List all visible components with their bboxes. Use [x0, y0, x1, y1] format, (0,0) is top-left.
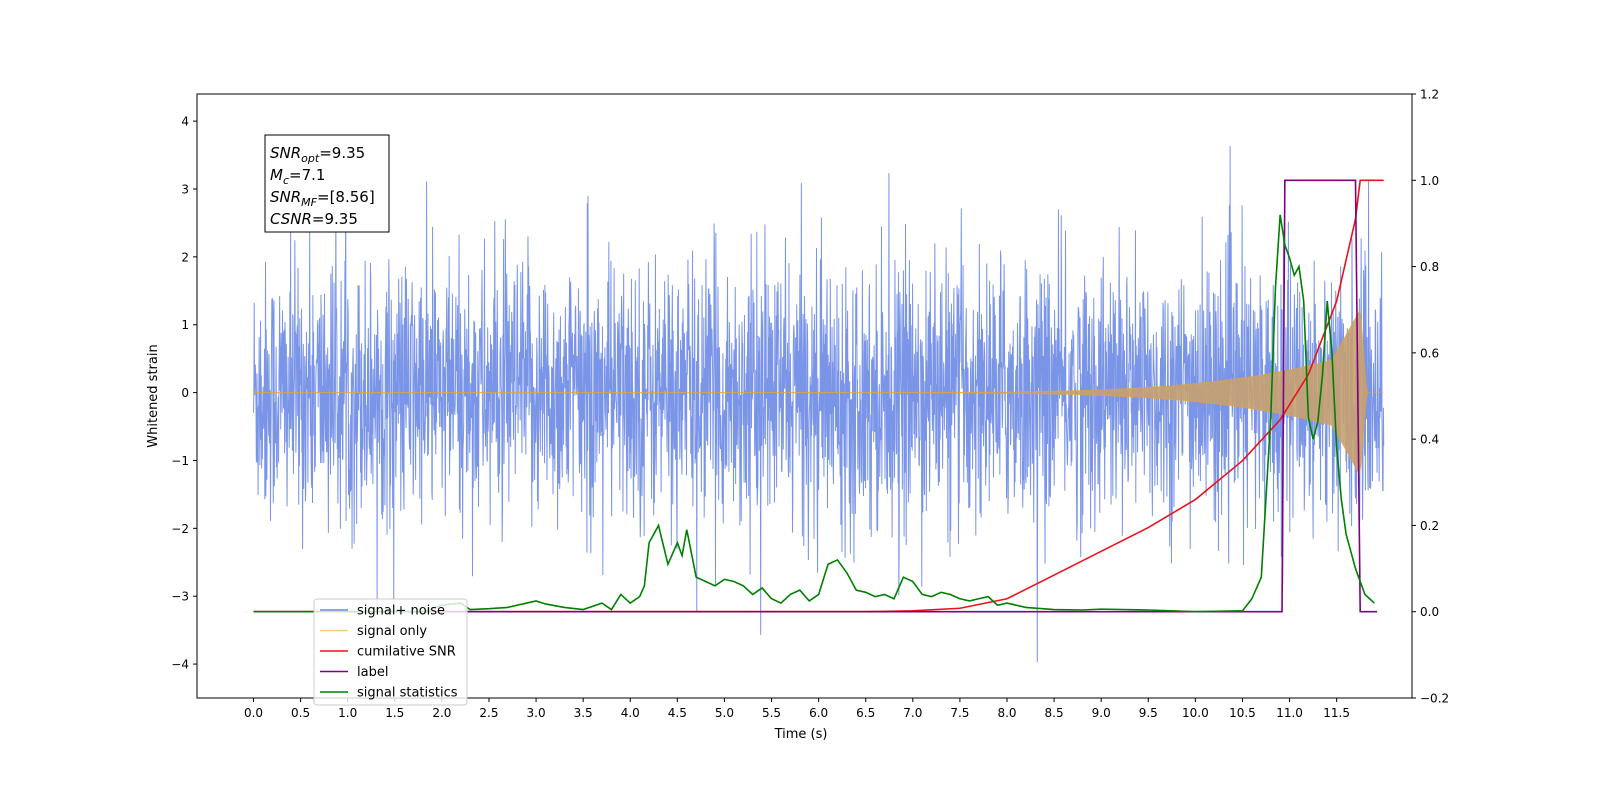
- legend: signal+ noise signal only cumilative SNR la…: [313, 598, 468, 706]
- y-left-tick-label: −4: [171, 658, 189, 672]
- y-axis-left-ticks: 4 3 2 1 0 −1 −2 −3 −4: [171, 115, 197, 672]
- x-tick-label: 7.0: [903, 706, 922, 720]
- x-tick-label: 9.5: [1139, 706, 1158, 720]
- x-tick-label: 4.5: [668, 706, 687, 720]
- signal-noise-line: [253, 145, 1385, 663]
- x-tick-label: 10.5: [1229, 706, 1256, 720]
- y-left-tick-label: −3: [171, 590, 189, 604]
- right-axis-lines: [253, 179, 1384, 613]
- signal-only-path: [253, 309, 1384, 476]
- x-tick-label: 10.0: [1182, 706, 1209, 720]
- x-tick-label: 4.0: [621, 706, 640, 720]
- y-right-tick-label: 1.0: [1420, 174, 1439, 188]
- x-tick-label: 6.0: [809, 706, 828, 720]
- x-tick-label: 7.5: [950, 706, 969, 720]
- y-left-tick-label: 1: [181, 318, 189, 332]
- x-tick-label: 6.5: [856, 706, 875, 720]
- y-left-tick-label: 0: [181, 386, 189, 400]
- legend-signal-statistics: signal statistics: [320, 686, 458, 701]
- x-tick-label: 2.0: [432, 706, 451, 720]
- x-tick-label: 3.0: [527, 706, 546, 720]
- x-tick-label: 9.0: [1092, 706, 1111, 720]
- legend-label: label: [320, 665, 388, 680]
- x-tick-label: 5.0: [715, 706, 734, 720]
- x-tick-label: 1.0: [338, 706, 357, 720]
- y-left-tick-label: 3: [181, 183, 189, 197]
- y-left-tick-label: −1: [171, 454, 189, 468]
- x-tick-label: 5.5: [762, 706, 781, 720]
- x-axis-label: Time (s): [774, 727, 828, 742]
- legend-label-text: label: [357, 665, 388, 680]
- y-right-tick-label: −0.2: [1420, 692, 1449, 706]
- legend-label-text: signal+ noise: [357, 604, 445, 619]
- y-right-tick-label: 0.4: [1420, 433, 1439, 447]
- legend-signal-noise: signal+ noise: [320, 604, 445, 619]
- signal-statistics-line: [253, 214, 1375, 613]
- y-right-tick-label: 0.6: [1420, 346, 1439, 360]
- legend-cumilative-snr: cumilative SNR: [320, 645, 456, 660]
- annotation-line: Mc=7.1: [270, 166, 325, 187]
- legend-label-text: signal statistics: [357, 686, 458, 701]
- y-axis-right-ticks: 1.2 1.0 0.8 0.6 0.4 0.2 0.0 −0.2: [1412, 88, 1449, 706]
- x-tick-label: 8.0: [997, 706, 1016, 720]
- annotation-line: CSNR=9.35: [270, 210, 358, 228]
- x-tick-label: 8.5: [1045, 706, 1064, 720]
- annotation-line: SNRMF=[8.56]: [270, 188, 375, 209]
- plot-area: [253, 145, 1385, 663]
- cumilative-snr-line: [253, 179, 1384, 613]
- annotation-line: SNRopt=9.35: [270, 144, 365, 165]
- signal-noise-path: [253, 145, 1385, 663]
- y-left-tick-label: −2: [171, 522, 189, 536]
- y-left-tick-label: 4: [181, 115, 189, 129]
- y-right-tick-label: 0.0: [1420, 605, 1439, 619]
- legend-label-text: signal only: [357, 624, 427, 639]
- label-line: [253, 179, 1378, 613]
- legend-signal-only: signal only: [320, 624, 427, 639]
- y-right-tick-label: 1.2: [1420, 88, 1439, 102]
- x-tick-label: 0.5: [291, 706, 310, 720]
- axes-frame: [196, 93, 1413, 699]
- x-tick-label: 11.5: [1323, 706, 1350, 720]
- x-tick-label: 2.5: [479, 706, 498, 720]
- y-left-tick-label: 2: [181, 250, 189, 264]
- x-tick-label: 1.5: [385, 706, 404, 720]
- y-right-tick-label: 0.8: [1420, 260, 1439, 274]
- signal-only-line: [253, 309, 1384, 476]
- x-axis-ticks: 0.0 0.5 1.0 1.5 2.0 2.5 3.0 3.5 4.0 4.5 5.0 5.5 6.0 6…: [244, 698, 1350, 720]
- x-tick-label: 3.5: [574, 706, 593, 720]
- x-tick-label: 11.0: [1276, 706, 1303, 720]
- legend-label-text: cumilative SNR: [357, 645, 456, 660]
- y-right-tick-label: 0.2: [1420, 519, 1439, 533]
- x-tick-label: 0.0: [244, 706, 263, 720]
- y-axis-label: Whitened strain: [146, 344, 161, 447]
